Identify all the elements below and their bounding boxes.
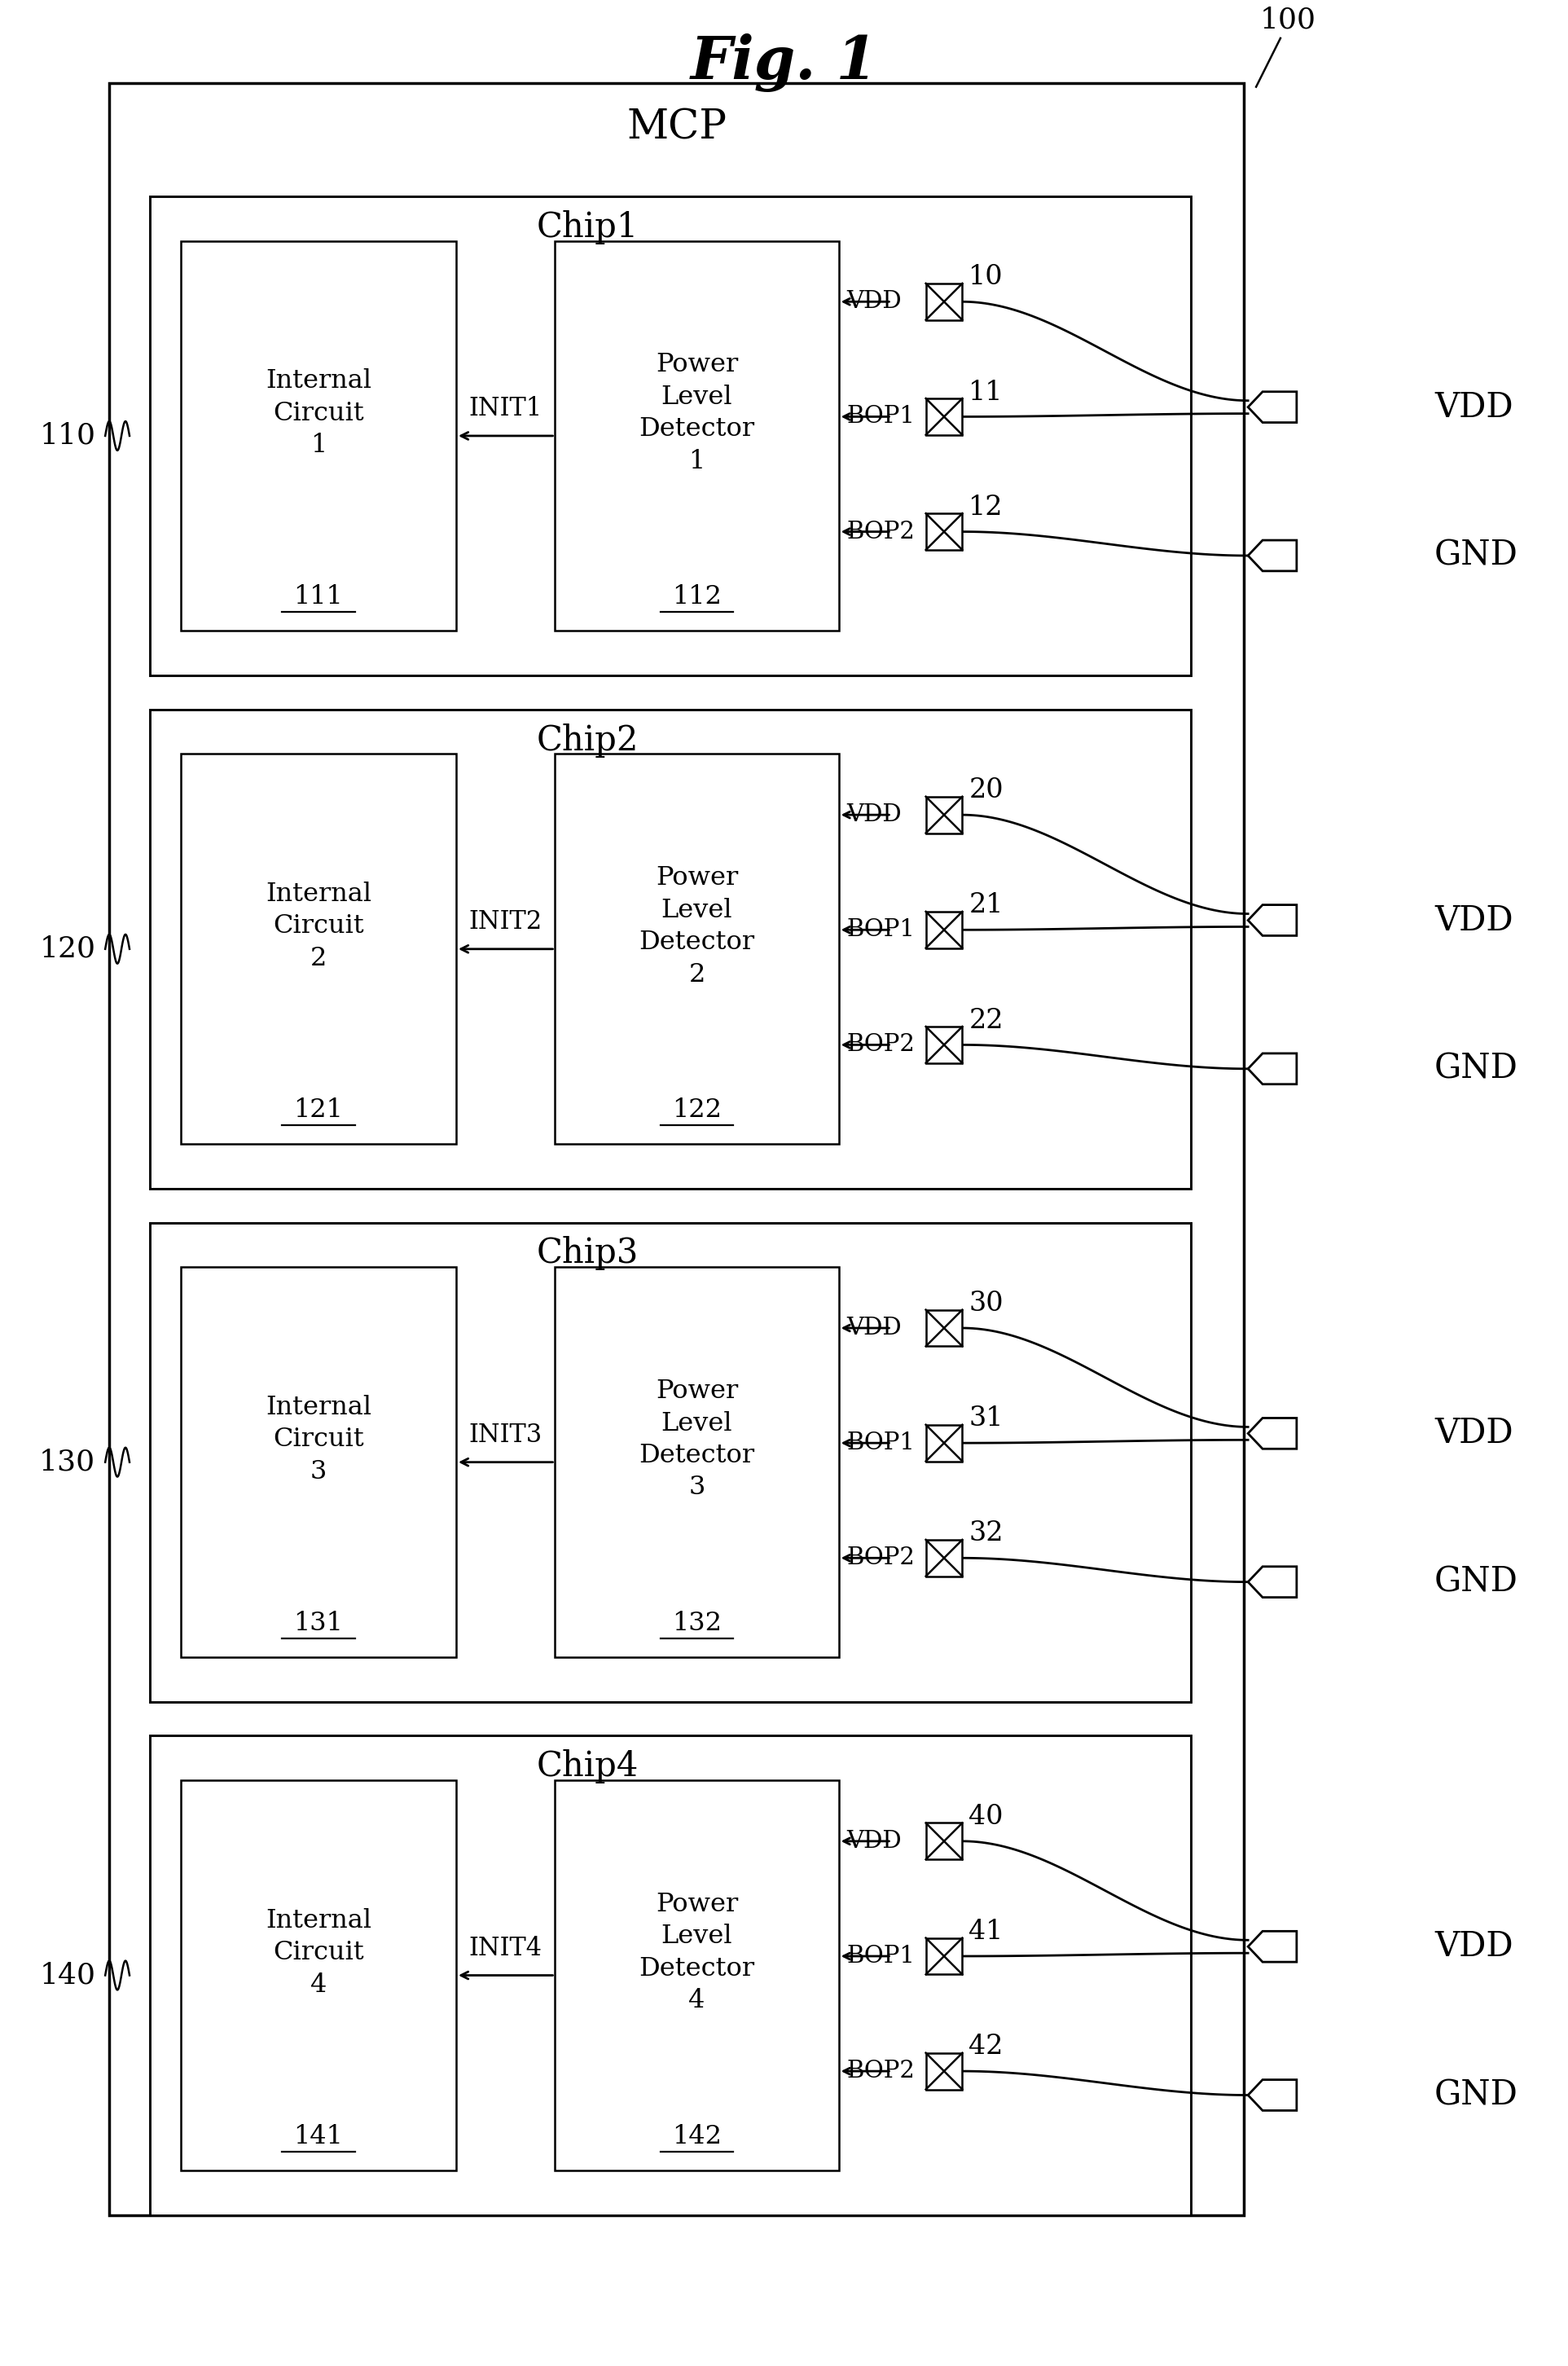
Polygon shape [1248,1417,1297,1448]
Bar [180,1268,456,1656]
Text: INIT4: INIT4 [469,1935,543,1961]
Text: Fig. 1: Fig. 1 [690,33,878,92]
Text: GND: GND [1435,2077,1518,2113]
Bar [925,284,963,319]
Text: 142: 142 [673,2125,721,2148]
Text: Chip3: Chip3 [536,1237,638,1271]
Polygon shape [1248,393,1297,424]
Text: 20: 20 [969,778,1004,804]
Text: GND: GND [1435,539,1518,573]
Text: Internal
Circuit
1: Internal Circuit 1 [265,369,372,459]
Bar [925,1938,963,1973]
Text: Power
Level
Detector
3: Power Level Detector 3 [640,1379,754,1500]
Text: BOP1: BOP1 [847,1945,916,1969]
Text: INIT3: INIT3 [469,1422,543,1448]
Text: 40: 40 [969,1803,1004,1829]
Bar [925,1822,963,1860]
Text: Chip1: Chip1 [536,211,638,244]
Polygon shape [1248,1566,1297,1597]
Bar [925,797,963,833]
Bar [180,1779,456,2170]
Text: MCP: MCP [627,106,726,147]
Text: BOP2: BOP2 [847,521,916,544]
Text: 130: 130 [39,1448,96,1476]
Bar [925,1311,963,1346]
Text: BOP2: BOP2 [847,1547,916,1569]
Bar [180,241,456,632]
Bar [925,1540,963,1576]
Text: 111: 111 [293,584,343,610]
Text: 100: 100 [1261,7,1317,33]
Bar [151,1223,1192,1701]
Text: 121: 121 [293,1098,343,1121]
Text: BOP2: BOP2 [847,2061,916,2082]
Bar [555,1268,839,1656]
Text: 12: 12 [969,494,1004,521]
Polygon shape [1248,539,1297,570]
Bar [925,911,963,949]
Text: VDD: VDD [1435,904,1513,937]
Text: 11: 11 [969,379,1004,405]
Text: 30: 30 [969,1292,1004,1318]
Text: 32: 32 [969,1521,1004,1547]
Bar [925,513,963,549]
Text: 122: 122 [673,1098,721,1121]
Text: 120: 120 [39,935,96,963]
Text: 10: 10 [969,265,1004,291]
Text: 42: 42 [969,2035,1004,2061]
Text: BOP2: BOP2 [847,1034,916,1055]
Text: Internal
Circuit
3: Internal Circuit 3 [265,1394,372,1483]
Bar [151,196,1192,674]
Text: Power
Level
Detector
1: Power Level Detector 1 [640,353,754,473]
Text: VDD: VDD [847,1829,902,1853]
Text: VDD: VDD [1435,1931,1513,1964]
Bar [555,241,839,632]
Text: INIT1: INIT1 [469,395,543,421]
Polygon shape [1248,904,1297,935]
Bar [555,755,839,1145]
Text: 132: 132 [673,1611,721,1635]
Text: VDD: VDD [1435,390,1513,424]
Bar [555,1779,839,2170]
Text: 141: 141 [293,2125,343,2148]
Text: 22: 22 [969,1008,1004,1034]
Text: 112: 112 [673,584,721,610]
Bar [180,755,456,1145]
Bar [110,83,1243,2215]
Text: 131: 131 [293,1611,343,1635]
Text: BOP1: BOP1 [847,405,916,428]
Text: 41: 41 [969,1919,1004,1945]
Bar [925,397,963,435]
Text: Power
Level
Detector
2: Power Level Detector 2 [640,866,754,987]
Text: BOP1: BOP1 [847,918,916,942]
Text: GND: GND [1435,1051,1518,1086]
Text: VDD: VDD [847,1315,902,1339]
Text: Chip2: Chip2 [536,724,638,757]
Text: 110: 110 [39,421,96,450]
Bar [925,1027,963,1062]
Text: BOP1: BOP1 [847,1431,916,1455]
Text: VDD: VDD [1435,1417,1513,1450]
Polygon shape [1248,2080,1297,2110]
Text: Power
Level
Detector
4: Power Level Detector 4 [640,1893,754,2013]
Bar [151,710,1192,1188]
Text: 31: 31 [969,1405,1004,1431]
Text: Chip4: Chip4 [536,1748,638,1784]
Bar [925,2054,963,2089]
Text: VDD: VDD [847,804,902,826]
Text: Internal
Circuit
4: Internal Circuit 4 [265,1907,372,1997]
Text: 140: 140 [39,1961,96,1990]
Bar [151,1737,1192,2215]
Text: 21: 21 [969,892,1004,918]
Polygon shape [1248,1053,1297,1084]
Text: Internal
Circuit
2: Internal Circuit 2 [265,883,372,970]
Text: VDD: VDD [847,291,902,312]
Polygon shape [1248,1931,1297,1961]
Text: GND: GND [1435,1564,1518,1599]
Bar [925,1424,963,1462]
Text: INIT2: INIT2 [469,909,543,935]
